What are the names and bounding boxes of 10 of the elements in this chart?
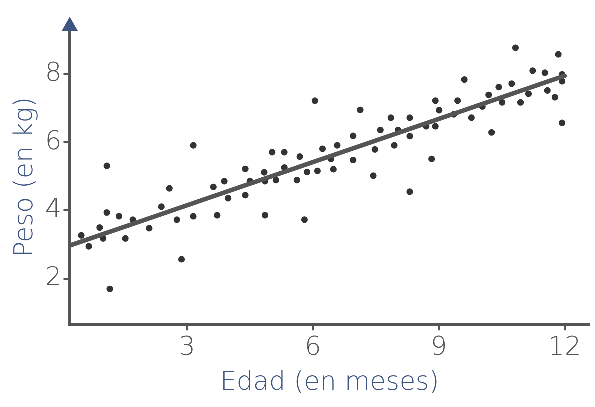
x-tick-label: 12 — [548, 332, 582, 362]
x-tick-label: 9 — [430, 332, 448, 362]
x-tick-label: 6 — [304, 332, 322, 362]
y-tick-label: 2 — [45, 262, 62, 293]
y-tick-label: 8 — [45, 58, 62, 88]
y-tick-label: 4 — [45, 194, 62, 224]
x-tick-label: 3 — [178, 332, 196, 362]
y-tick-label: 6 — [45, 126, 62, 156]
y-axis-title: Peso (en kg) — [9, 97, 40, 258]
x-axis-title: Edad (en meses) — [220, 367, 440, 398]
